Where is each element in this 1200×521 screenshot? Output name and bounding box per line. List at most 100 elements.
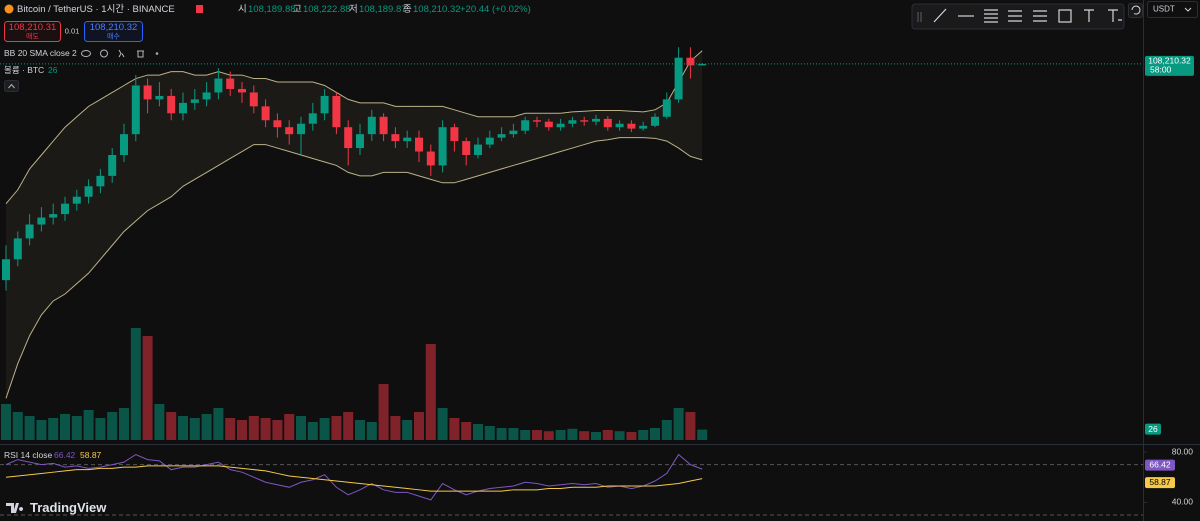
volume-bar [48, 418, 59, 440]
volume-bar [130, 328, 141, 440]
candle-body [556, 123, 565, 128]
bb-fill [41, 141, 54, 315]
sell-button[interactable] [4, 21, 61, 42]
bb-fill [537, 113, 549, 159]
y-tick-label: 80.00 [1172, 446, 1194, 456]
volume-bar [390, 416, 401, 440]
bb-fill [301, 82, 313, 159]
candle-body [96, 175, 105, 187]
bb-fill [548, 113, 561, 156]
bb-fill [112, 85, 124, 246]
collapse-button[interactable] [4, 80, 19, 92]
volume-tag-text: 26 [1148, 424, 1158, 434]
candle-body [108, 155, 117, 176]
volume-bar [449, 418, 460, 440]
bb-fill [596, 110, 608, 142]
candle-body [426, 151, 435, 166]
volume-legend[interactable]: 볼륨 · BTC [4, 65, 44, 75]
settings-icon[interactable] [100, 49, 108, 58]
candle-body [627, 123, 636, 129]
rsi-legend[interactable]: RSI 14 close [4, 450, 52, 460]
volume-bar [378, 384, 389, 440]
bb-fill [218, 71, 231, 166]
note-tool[interactable] [1108, 9, 1122, 22]
volume-bar [201, 414, 212, 440]
buy-label: 매수 [107, 32, 120, 40]
candle-body [686, 57, 695, 66]
more-icon[interactable] [155, 52, 159, 55]
candle-body [391, 134, 400, 142]
bb-fill [29, 155, 42, 336]
eye-icon[interactable] [81, 50, 91, 57]
volume-bar [284, 414, 295, 440]
rectangle-tool[interactable] [1058, 9, 1072, 23]
bb-fill [690, 50, 703, 160]
volume-bar [166, 412, 177, 440]
fib-tool[interactable] [984, 9, 998, 23]
volume-bar [331, 416, 342, 440]
bb-fill [289, 82, 301, 156]
text-tool[interactable] [1084, 9, 1094, 22]
candle-body [120, 134, 128, 156]
bb-fill [65, 116, 77, 295]
channel-tool[interactable] [1008, 10, 1022, 22]
volume-bar [567, 428, 578, 440]
symbol[interactable]: Bitcoin / TetherUS · 1시간 · BINANCE [17, 4, 175, 15]
candle-body [61, 203, 69, 215]
bb-fill [572, 111, 585, 149]
rsi-ma-value: 58.87 [80, 450, 102, 460]
volume-tag [1145, 423, 1161, 435]
buy-price: 108,210.32 [90, 22, 138, 33]
dropdown-icon [1184, 7, 1192, 12]
volume-bar [508, 428, 519, 440]
change: +20.44 (+0.02%) [460, 4, 531, 15]
bb-fill [560, 111, 573, 152]
candle-body [226, 78, 235, 89]
candle-body [131, 85, 140, 135]
candle-body [190, 99, 199, 103]
source-icon[interactable] [118, 49, 125, 58]
candle-body [13, 238, 22, 260]
candle-body [674, 57, 683, 100]
price-tag [1145, 55, 1194, 76]
bb-legend[interactable]: BB 20 SMA close 2 [4, 48, 77, 58]
volume-bar [355, 420, 365, 440]
volume-bar [591, 432, 601, 440]
candle-body [202, 92, 211, 100]
buy-button[interactable] [84, 21, 143, 42]
volume-bar [602, 430, 613, 440]
ohlc-key: 고 [293, 4, 302, 15]
candle-body [580, 120, 589, 122]
rsi-tag-text: 66.42 [1149, 459, 1171, 469]
volume-bar [307, 422, 318, 440]
bb-fill [478, 116, 490, 176]
volume-bar [248, 416, 259, 440]
bb-fill [619, 110, 632, 138]
volume-bar [638, 430, 649, 440]
bb-fill [584, 110, 596, 145]
candle-body [273, 120, 282, 128]
volume-bar [95, 418, 106, 440]
volume-bar [697, 429, 708, 440]
candle-body [485, 137, 494, 145]
rsi-tag [1145, 459, 1175, 471]
candle-body [544, 121, 553, 128]
volume-bar [496, 428, 507, 440]
trend-line-tool[interactable] [933, 8, 947, 23]
parallel-tool[interactable] [1033, 10, 1047, 22]
candle-body [37, 217, 46, 225]
currency-select[interactable] [1147, 1, 1198, 18]
volume-bar [154, 404, 165, 440]
bb-fill [194, 75, 207, 180]
delete-icon[interactable] [137, 50, 144, 58]
flag-icon[interactable] [196, 5, 203, 13]
candle-body [155, 95, 164, 100]
volume-bar [366, 422, 377, 440]
drag-handle[interactable] [917, 12, 922, 22]
candle-body [25, 224, 34, 239]
volume-bar [520, 430, 531, 440]
volume-bar [425, 344, 436, 440]
volume-bar [402, 420, 413, 440]
volume-bar [319, 418, 330, 440]
